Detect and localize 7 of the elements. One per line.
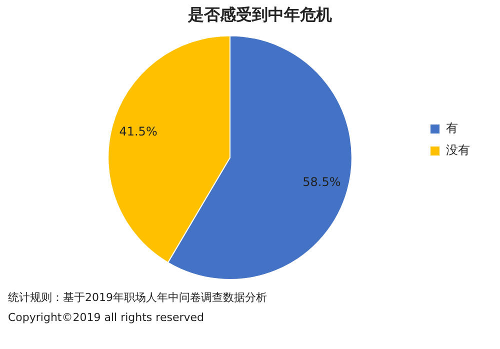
data-label: 58.5% xyxy=(302,174,341,189)
legend-label: 没有 xyxy=(446,143,470,158)
chart-title: 是否感受到中年危机 xyxy=(187,4,332,24)
legend-label: 有 xyxy=(446,121,458,136)
text: 统计规则：基于2019年职场人年中问卷调查数据分析 xyxy=(8,290,267,306)
text: Copyright©2019 all rights reserved xyxy=(8,310,205,326)
data-label: 41.5% xyxy=(119,124,158,139)
